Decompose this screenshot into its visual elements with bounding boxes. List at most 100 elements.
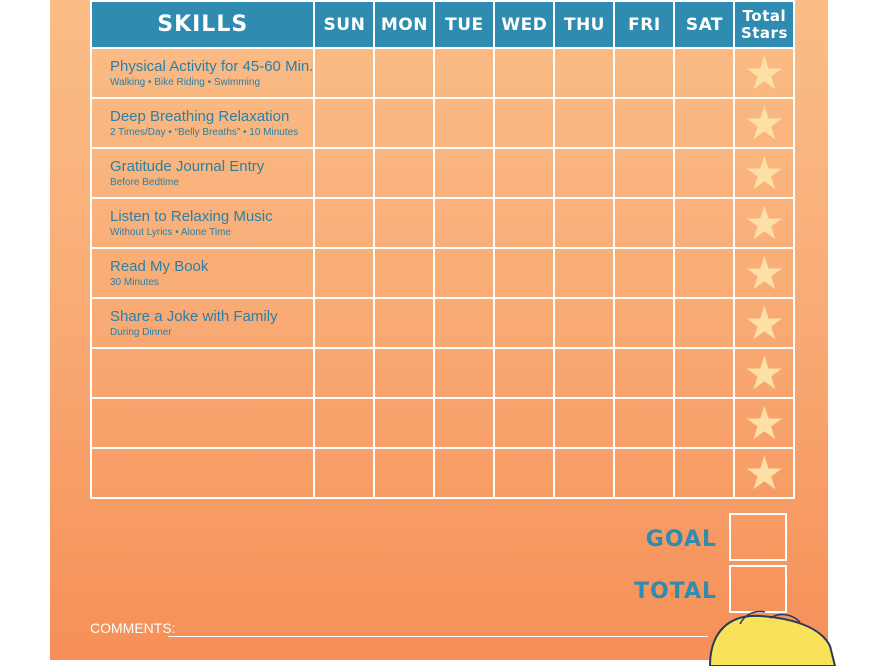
day-cell-mon[interactable]	[373, 97, 436, 149]
goal-box[interactable]	[729, 513, 787, 561]
day-cell-mon[interactable]	[373, 197, 436, 249]
day-cell-thu[interactable]	[553, 447, 616, 499]
skill-cell[interactable]: Physical Activity for 45-60 Min. Walking …	[89, 47, 316, 99]
day-cell-wed[interactable]	[493, 347, 556, 399]
day-cell-tue[interactable]	[433, 247, 496, 299]
total-stars-cell[interactable]: ★	[733, 197, 796, 249]
day-cell-tue[interactable]	[433, 397, 496, 449]
day-cell-thu[interactable]	[553, 97, 616, 149]
star-icon: ★	[743, 147, 786, 199]
day-cell-sat[interactable]	[673, 147, 736, 199]
day-cell-thu[interactable]	[553, 347, 616, 399]
skill-cell[interactable]: Listen to Relaxing Music Without Lyrics •…	[89, 197, 316, 249]
day-cell-sat[interactable]	[673, 347, 736, 399]
skill-cell[interactable]: Read My Book 30 Minutes	[89, 247, 316, 299]
day-cell-sun[interactable]	[313, 47, 376, 99]
day-cell-mon[interactable]	[373, 47, 436, 99]
skill-cell[interactable]	[89, 347, 316, 399]
total-stars-cell[interactable]: ★	[733, 97, 796, 149]
star-icon: ★	[743, 47, 786, 99]
day-cell-wed[interactable]	[493, 297, 556, 349]
day-cell-fri[interactable]	[613, 47, 676, 99]
day-cell-sat[interactable]	[673, 447, 736, 499]
total-stars-cell[interactable]: ★	[733, 47, 796, 99]
day-cell-sun[interactable]	[313, 197, 376, 249]
day-cell-fri[interactable]	[613, 397, 676, 449]
day-cell-sat[interactable]	[673, 297, 736, 349]
star-icon: ★	[743, 97, 786, 149]
total-stars-cell[interactable]: ★	[733, 247, 796, 299]
skills-header: SKILLS	[89, 0, 316, 49]
skill-cell[interactable]: Gratitude Journal Entry Before Bedtime	[89, 147, 316, 199]
day-cell-thu[interactable]	[553, 397, 616, 449]
day-cell-fri[interactable]	[613, 147, 676, 199]
total-stars-cell[interactable]: ★	[733, 147, 796, 199]
total-stars-cell[interactable]: ★	[733, 297, 796, 349]
skill-subtitle: 30 Minutes	[110, 276, 159, 288]
skill-title: Read My Book	[110, 257, 209, 275]
skill-title: Gratitude Journal Entry	[110, 157, 265, 175]
day-cell-wed[interactable]	[493, 147, 556, 199]
skill-cell[interactable]: Share a Joke with Family During Dinner	[89, 297, 316, 349]
skill-subtitle: 2 Times/Day • “Belly Breaths” • 10 Minut…	[110, 126, 299, 138]
day-header-sun: SUN	[313, 0, 376, 49]
day-cell-thu[interactable]	[553, 197, 616, 249]
day-cell-sun[interactable]	[313, 447, 376, 499]
day-cell-thu[interactable]	[553, 297, 616, 349]
total-stars-cell[interactable]: ★	[733, 447, 796, 499]
total-label: TOTAL	[633, 579, 717, 604]
day-header-sat: SAT	[673, 0, 736, 49]
day-cell-tue[interactable]	[433, 447, 496, 499]
day-cell-thu[interactable]	[553, 247, 616, 299]
day-cell-sat[interactable]	[673, 47, 736, 99]
skill-cell[interactable]	[89, 447, 316, 499]
day-cell-sun[interactable]	[313, 97, 376, 149]
day-cell-sat[interactable]	[673, 397, 736, 449]
table-row: ★	[89, 397, 796, 449]
day-cell-tue[interactable]	[433, 197, 496, 249]
day-cell-tue[interactable]	[433, 297, 496, 349]
day-cell-fri[interactable]	[613, 97, 676, 149]
day-cell-sun[interactable]	[313, 397, 376, 449]
day-cell-sun[interactable]	[313, 297, 376, 349]
day-header-thu: THU	[553, 0, 616, 49]
table-row: Listen to Relaxing Music Without Lyrics •…	[89, 197, 796, 249]
day-cell-wed[interactable]	[493, 397, 556, 449]
day-cell-thu[interactable]	[553, 147, 616, 199]
comments-line[interactable]	[168, 636, 708, 637]
day-cell-fri[interactable]	[613, 297, 676, 349]
day-cell-sun[interactable]	[313, 147, 376, 199]
day-cell-wed[interactable]	[493, 447, 556, 499]
day-cell-sat[interactable]	[673, 247, 736, 299]
star-icon: ★	[743, 447, 786, 499]
day-cell-mon[interactable]	[373, 247, 436, 299]
day-cell-thu[interactable]	[553, 47, 616, 99]
skill-cell[interactable]: Deep Breathing Relaxation 2 Times/Day • “…	[89, 97, 316, 149]
day-cell-fri[interactable]	[613, 247, 676, 299]
day-cell-tue[interactable]	[433, 47, 496, 99]
total-stars-cell[interactable]: ★	[733, 347, 796, 399]
day-cell-sun[interactable]	[313, 347, 376, 399]
day-cell-fri[interactable]	[613, 197, 676, 249]
day-cell-wed[interactable]	[493, 197, 556, 249]
day-cell-sun[interactable]	[313, 247, 376, 299]
day-cell-wed[interactable]	[493, 247, 556, 299]
day-cell-fri[interactable]	[613, 347, 676, 399]
total-stars-cell[interactable]: ★	[733, 397, 796, 449]
day-cell-wed[interactable]	[493, 47, 556, 99]
skills-chart-table: SKILLS SUN MON TUE WED THU FRI SAT Total…	[89, 0, 796, 499]
skill-title: Deep Breathing Relaxation	[110, 107, 290, 125]
day-cell-mon[interactable]	[373, 347, 436, 399]
day-cell-sat[interactable]	[673, 197, 736, 249]
day-cell-wed[interactable]	[493, 97, 556, 149]
day-cell-fri[interactable]	[613, 447, 676, 499]
day-cell-mon[interactable]	[373, 397, 436, 449]
day-cell-mon[interactable]	[373, 297, 436, 349]
skill-cell[interactable]	[89, 397, 316, 449]
day-cell-mon[interactable]	[373, 147, 436, 199]
day-cell-tue[interactable]	[433, 97, 496, 149]
day-cell-tue[interactable]	[433, 147, 496, 199]
day-cell-sat[interactable]	[673, 97, 736, 149]
day-cell-tue[interactable]	[433, 347, 496, 399]
day-cell-mon[interactable]	[373, 447, 436, 499]
